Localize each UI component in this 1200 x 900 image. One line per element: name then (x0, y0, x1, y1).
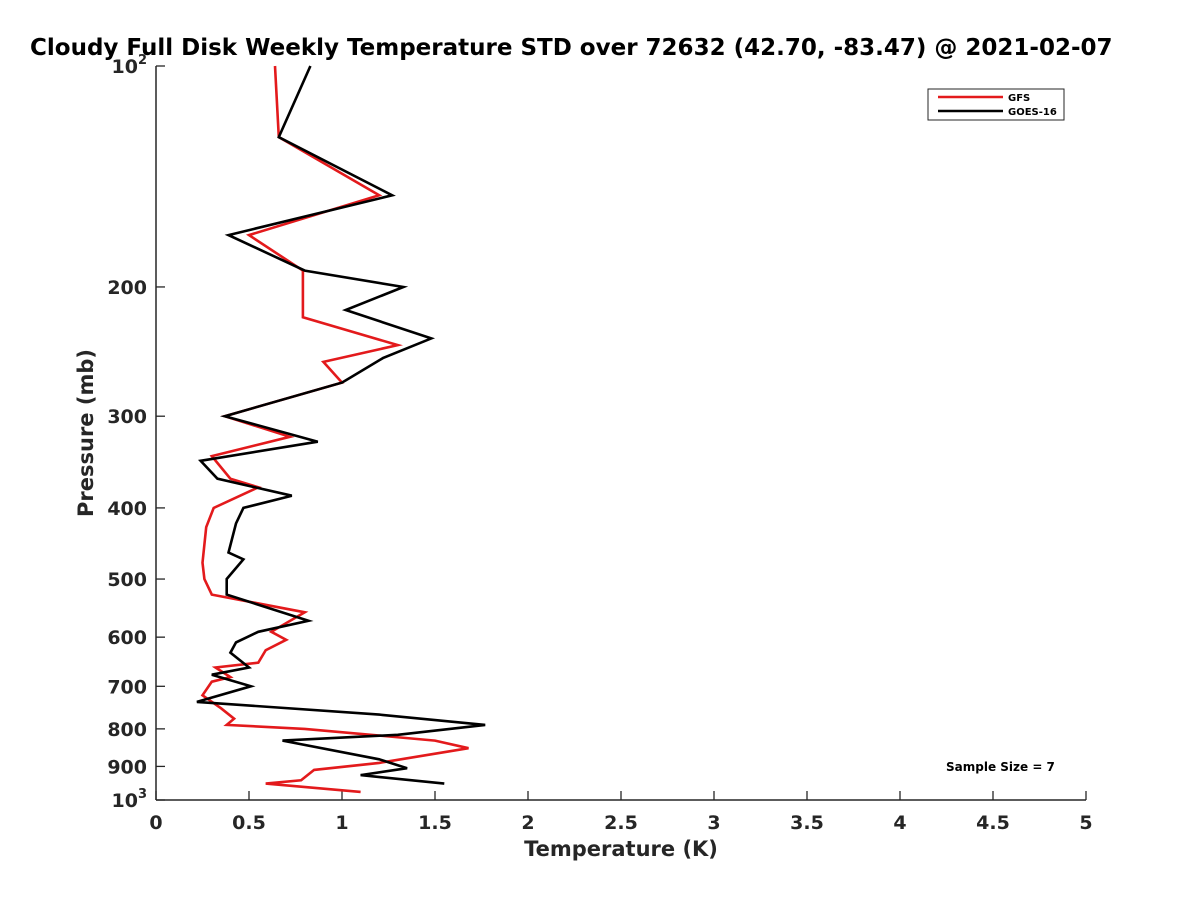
y-tick-label: 500 (107, 569, 147, 591)
y-tick-label-base: 200 (107, 277, 147, 299)
x-tick-label: 0.5 (232, 812, 266, 834)
legend-label-goes16: GOES-16 (1008, 107, 1057, 118)
plot-area: 0 0.5 1 1.5 2 2.5 3 3.5 4 4.5 5 102200300400500600… (107, 53, 1092, 834)
x-tick-label: 2.5 (604, 812, 638, 834)
series-line-goes-16 (196, 65, 486, 785)
x-tick-label: 4 (893, 812, 906, 834)
series-line-gfs (200, 65, 469, 794)
legend-label-gfs: GFS (1008, 93, 1030, 104)
sample-size-annotation: Sample Size = 7 (946, 760, 1055, 774)
y-tick-label-base: 900 (107, 756, 147, 778)
x-tick-label: 4.5 (976, 812, 1010, 834)
x-tick-label: 2 (521, 812, 534, 834)
legend-box (927, 88, 1065, 121)
x-tick-label: 1.5 (418, 812, 452, 834)
x-tick-group: 0 0.5 1 1.5 2 2.5 3 3.5 4 4.5 5 (149, 791, 1093, 834)
legend: GFS GOES-16 (927, 88, 1065, 121)
y-tick-label-base: 800 (107, 719, 147, 741)
y-tick-label-base: 500 (107, 569, 147, 591)
y-tick-label: 400 (107, 498, 147, 520)
y-tick-label-base: 400 (107, 498, 147, 520)
y-tick-label-base: 10 (112, 56, 138, 78)
y-tick-label: 600 (107, 627, 147, 649)
x-tick-label: 1 (335, 812, 348, 834)
y-tick-label-exponent: 2 (138, 53, 147, 68)
y-tick-label: 200 (107, 277, 147, 299)
chart-title: Cloudy Full Disk Weekly Temperature STD … (30, 35, 1113, 61)
y-tick-label: 102 (112, 53, 148, 78)
y-tick-label-base: 300 (107, 406, 147, 428)
y-tick-label: 800 (107, 719, 147, 741)
x-tick-label: 0 (149, 812, 162, 834)
series-group (196, 65, 486, 794)
x-tick-label: 3 (707, 812, 720, 834)
x-tick-label: 5 (1079, 812, 1092, 834)
y-tick-label: 700 (107, 676, 147, 698)
y-tick-label-base: 600 (107, 627, 147, 649)
y-tick-label-base: 700 (107, 676, 147, 698)
y-tick-label-base: 10 (112, 790, 138, 812)
y-axis-label: Pressure (mb) (74, 349, 98, 517)
x-axis-label: Temperature (K) (524, 837, 718, 861)
y-tick-label-exponent: 3 (138, 787, 147, 802)
y-tick-label: 300 (107, 406, 147, 428)
y-tick-label: 103 (112, 787, 148, 812)
y-tick-label: 900 (107, 756, 147, 778)
x-tick-label: 3.5 (790, 812, 824, 834)
